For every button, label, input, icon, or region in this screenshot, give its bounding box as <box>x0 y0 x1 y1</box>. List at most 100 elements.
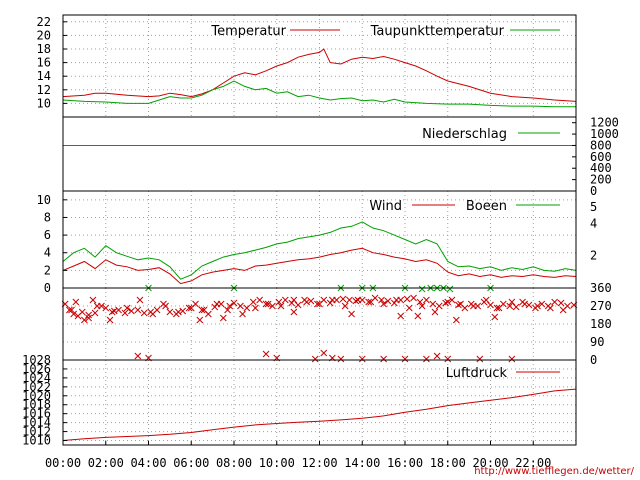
wind-direction-point-0-92 <box>200 306 208 314</box>
wind-direction-point-0-89 <box>162 302 169 310</box>
wind-direction-point-0-147 <box>452 316 460 324</box>
wind-direction-point-0-62 <box>448 296 456 304</box>
temperature-ytick-1: 12 <box>37 83 51 97</box>
wind-direction-point-0-135 <box>476 355 484 363</box>
xtick-label-8: 16:00 <box>387 456 423 470</box>
temperature-ytick-6: 22 <box>37 15 51 29</box>
wind-direction-point-0-100 <box>303 298 311 306</box>
wind-direction-point-0-115 <box>495 304 503 312</box>
wind-direction-point-0-112 <box>457 300 464 308</box>
wind-direction-point-0-148 <box>491 313 499 321</box>
wind-direction-point-0-140 <box>106 316 114 324</box>
wind-direction-y2tick-3: 270 <box>590 299 612 313</box>
wind-direction-point-0-146 <box>414 312 422 320</box>
wind-direction-point-0-33 <box>262 300 270 308</box>
wind-direction-point-0-56 <box>410 294 417 302</box>
wind-direction-point-0-139 <box>89 296 97 304</box>
pressure-ytick-9: 1028 <box>22 353 51 367</box>
wind-direction-point-0-10 <box>115 306 122 314</box>
wind-direction-point-0-11 <box>121 309 129 317</box>
wind-direction-point-0-59 <box>429 300 437 308</box>
pressure-ytick-1: 1012 <box>22 425 51 439</box>
wind-direction-point-0-47 <box>352 297 360 305</box>
wind-legend-label-0: Wind <box>369 199 402 214</box>
precipitation-ytick-0: 0 <box>590 184 597 198</box>
temperature-series-1 <box>62 80 576 108</box>
wind-direction-point-0-60 <box>435 302 443 310</box>
wind-direction-point-0-43 <box>326 299 334 307</box>
xtick-label-4: 08:00 <box>216 456 252 470</box>
wind-direction-point-0-55 <box>403 295 411 303</box>
xtick-label-10: 20:00 <box>472 456 508 470</box>
temperature-ytick-3: 16 <box>37 56 51 70</box>
wind-direction-point-0-58 <box>423 296 430 304</box>
xtick-label-3: 06:00 <box>173 456 209 470</box>
xtick-label-11: 22:00 <box>515 456 551 470</box>
wind-direction-point-0-90 <box>175 308 182 316</box>
wind-direction-point-0-49 <box>365 298 373 306</box>
wind-direction-point-0-51 <box>378 296 385 304</box>
pressure-ytick-5: 1020 <box>22 389 51 403</box>
wind-direction-point-0-37 <box>288 299 296 307</box>
wind-direction-point-0-134 <box>444 355 452 363</box>
wind-direction-point-0-34 <box>269 302 276 310</box>
temperature-series-0 <box>62 48 577 102</box>
wind-direction-point-0-111 <box>444 298 452 306</box>
credit-link[interactable]: http://www.tiefflegen.de/wetter/ <box>474 466 634 477</box>
wind-direction-y2tick-1: 90 <box>590 335 604 349</box>
wind-direction-point-0-40 <box>307 297 315 305</box>
wind-direction-point-0-137 <box>72 298 80 306</box>
wind-direction-point-0-38 <box>294 301 302 309</box>
wind-direction-point-0-20 <box>179 307 187 315</box>
wind-direction-point-0-129 <box>358 355 366 363</box>
xtick-label-1: 02:00 <box>88 456 124 470</box>
wind-direction-point-0-123 <box>262 350 270 358</box>
wind-direction-point-0-116 <box>508 298 516 306</box>
wind-direction-point-0-36 <box>281 296 289 304</box>
precipitation-ytick-2: 400 <box>590 161 612 175</box>
wind-direction-point-0-53 <box>390 299 398 307</box>
wind-direction-point-0-71 <box>506 302 514 310</box>
wind-y2tick-2: 5 <box>590 200 597 214</box>
wind-direction-point-0-25 <box>211 303 219 311</box>
wind-direction-point-0-101 <box>316 300 323 308</box>
wind-direction-point-0-32 <box>256 296 264 304</box>
pressure-legend-label-0: Luftdruck <box>446 366 508 381</box>
precipitation-ytick-3: 600 <box>590 150 612 164</box>
wind-direction-point-0-14 <box>140 309 148 317</box>
wind-direction-point-0-8 <box>102 304 110 312</box>
wind-direction-point-0-110 <box>431 308 439 316</box>
pressure-series-0 <box>62 388 577 441</box>
wind-direction-point-0-27 <box>224 306 231 314</box>
wind-direction-point-0-103 <box>341 302 349 310</box>
wind-legend-label-1: Boeen <box>466 199 507 214</box>
wind-direction-point-0-2 <box>70 310 78 318</box>
wind-direction-point-0-144 <box>348 310 355 318</box>
wind-direction-point-0-87 <box>136 296 144 304</box>
xtick-label-6: 12:00 <box>301 456 337 470</box>
xtick-label-7: 14:00 <box>344 456 380 470</box>
wind-direction-point-0-72 <box>512 303 520 311</box>
wind-direction-point-0-91 <box>187 304 195 312</box>
wind-direction-point-0-84 <box>93 302 101 310</box>
wind-direction-point-0-45 <box>339 295 347 303</box>
wind-direction-point-0-109 <box>418 302 426 310</box>
wind-direction-y2tick-2: 180 <box>590 317 612 331</box>
wind-direction-point-0-41 <box>314 300 321 308</box>
wind-direction-point-0-97 <box>264 300 272 308</box>
wind-direction-point-0-30 <box>243 304 251 312</box>
precipitation-ytick-4: 800 <box>590 138 612 152</box>
pressure-ytick-4: 1018 <box>22 398 51 412</box>
wind-direction-point-0-98 <box>277 302 285 310</box>
wind-direction-point-0-118 <box>534 302 541 310</box>
legend-layer: Temperatur Taupunkttemperatur Niederschlag… <box>210 24 560 381</box>
wind-direction-point-1-8 <box>446 285 454 293</box>
wind-direction-point-0-52 <box>384 297 392 305</box>
xtick-label-0: 00:00 <box>45 456 81 470</box>
precipitation-ytick-1: 200 <box>590 173 612 187</box>
wind-direction-point-0-88 <box>149 310 157 318</box>
pressure-ytick-8: 1026 <box>22 362 51 376</box>
wind-direction-point-0-108 <box>405 304 413 312</box>
wind-direction-point-0-83 <box>81 316 88 324</box>
